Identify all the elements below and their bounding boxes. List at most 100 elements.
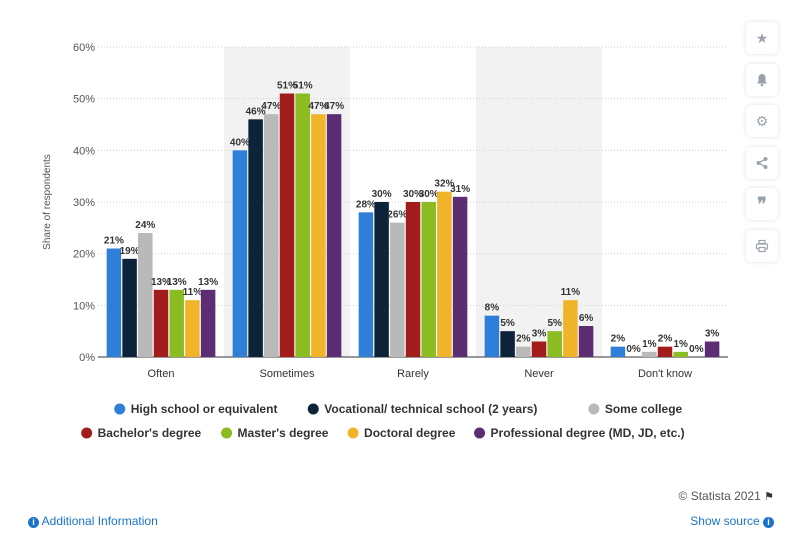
bar [185,300,200,357]
category-label: Often [148,368,175,380]
data-label: 13% [198,277,218,288]
info-icon: i [763,517,774,528]
bar [563,300,578,357]
data-label: 13% [167,277,187,288]
legend-label: Some college [605,402,683,416]
data-label: 30% [372,189,392,200]
additional-info-label: Additional Information [41,514,158,528]
bar [169,289,184,357]
bar [311,114,326,358]
copyright-text: © Statista 2021 ⚑ [679,489,774,503]
bar [578,326,594,357]
favorite-button[interactable]: ★ [746,22,778,54]
quote-icon: ❞ [757,193,767,214]
category-label: Never [524,368,554,380]
data-label: 3% [532,329,547,340]
legend-label: Vocational/ technical school (2 years) [324,402,537,416]
bar [437,191,452,357]
legend-marker [474,427,486,439]
legend-marker [114,403,126,415]
show-source-link[interactable]: Show source i [690,514,774,528]
category-label: Sometimes [259,368,315,380]
bar [405,202,421,357]
data-label: 11% [561,287,581,298]
legend-label: High school or equivalent [131,402,278,416]
y-tick-label: 10% [73,300,95,312]
print-button[interactable] [746,230,778,262]
category-label: Rarely [397,368,429,380]
settings-button[interactable]: ⚙ [746,105,778,137]
data-label: 5% [547,318,562,329]
bar [531,341,547,357]
data-label: 47% [324,101,344,112]
y-tick-label: 0% [79,352,95,364]
data-label: 2% [658,334,673,345]
data-label: 5% [500,318,515,329]
bar [374,202,389,357]
data-label: 31% [450,184,470,195]
bar [106,248,122,357]
data-label: 21% [104,236,124,247]
data-label: 28% [356,199,376,210]
bar [279,93,295,357]
data-label: 24% [135,220,155,231]
star-icon: ★ [755,29,769,46]
bar [390,222,405,357]
bar [326,114,342,358]
flag-icon: ⚑ [764,491,774,503]
bar [673,351,688,357]
print-icon [755,239,769,253]
bar [452,196,468,357]
notification-button[interactable] [746,64,778,96]
data-label: 1% [673,339,688,350]
info-icon: i [28,517,39,528]
data-label: 2% [516,334,531,345]
bar [153,289,169,357]
bar [232,150,248,357]
data-label: 51% [293,81,313,92]
data-label: 0% [689,344,704,355]
legend-label: Bachelor's degree [98,426,202,440]
category-label: Don't know [638,368,692,380]
bar [358,212,374,357]
cite-button[interactable]: ❞ [746,188,778,220]
additional-info-link[interactable]: i Additional Information [28,514,158,528]
bar [547,331,562,357]
bar [138,233,153,357]
bar [295,93,310,357]
share-icon [756,157,768,169]
copyright-label: © Statista 2021 [678,489,761,503]
bar [657,346,673,357]
share-button[interactable] [746,147,778,179]
legend-marker [81,427,93,439]
data-label: 47% [261,101,281,112]
legend-marker [307,403,319,415]
legend-label: Professional degree (MD, JD, etc.) [491,426,685,440]
data-label: 1% [642,339,657,350]
bar [610,346,626,357]
bar [122,258,137,357]
y-axis-label: Share of respondents [42,154,53,250]
bar [421,202,436,357]
data-label: 30% [403,189,423,200]
legend-marker [221,427,233,439]
bar [516,346,531,357]
bar [500,331,515,357]
legend-marker [347,427,359,439]
data-label: 3% [705,329,720,340]
bell-icon [757,74,767,87]
y-tick-label: 60% [73,42,95,54]
data-label: 26% [387,210,407,221]
show-source-label: Show source [690,514,760,528]
bar [642,351,657,357]
data-label: 46% [246,106,266,117]
bar [200,289,216,357]
data-label: 30% [419,189,439,200]
legend-label: Master's degree [238,426,329,440]
data-label: 19% [120,246,140,257]
gear-icon: ⚙ [755,112,769,129]
data-label: 40% [230,137,250,148]
y-tick-label: 40% [73,145,95,157]
